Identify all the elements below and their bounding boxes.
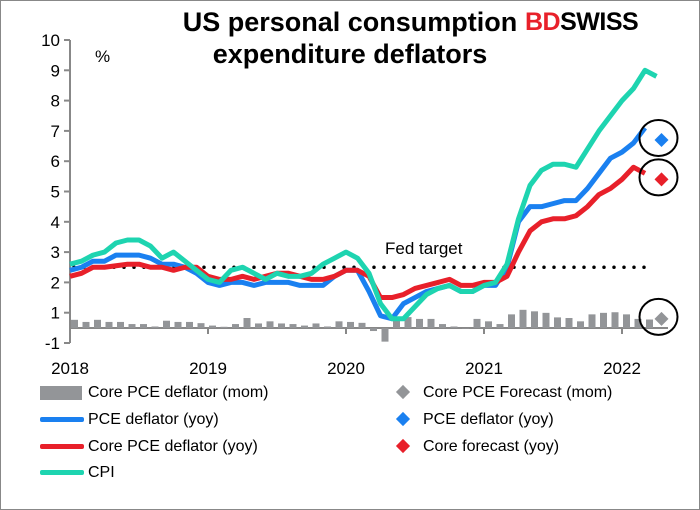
bar-core-pce-mom bbox=[335, 321, 343, 328]
bar-core-pce-mom bbox=[82, 321, 90, 328]
y-tick-label: 4 bbox=[51, 213, 60, 232]
bar-core-pce-mom bbox=[312, 323, 320, 328]
bar-core-pce-mom bbox=[71, 319, 78, 328]
y-tick-label: 5 bbox=[51, 183, 60, 202]
bar-core-pce-mom bbox=[588, 314, 596, 328]
bar-core-pce-mom bbox=[140, 324, 147, 328]
y-tick-label: 8 bbox=[51, 92, 60, 111]
forecast-core-yoy-marker bbox=[654, 172, 669, 187]
legend-line-swatch bbox=[40, 444, 84, 449]
bar-core-pce-mom bbox=[473, 318, 481, 328]
x-tick-label: 2021 bbox=[465, 359, 503, 378]
bar-core-pce-mom bbox=[531, 311, 538, 328]
chart-title: US personal consumption expenditure defl… bbox=[140, 6, 560, 70]
bar-core-pce-mom bbox=[634, 318, 642, 328]
bar-core-pce-mom bbox=[462, 328, 469, 329]
bar-core-pce-mom bbox=[117, 321, 124, 328]
y-tick-label: 6 bbox=[51, 152, 60, 171]
highlight-ellipse bbox=[638, 158, 679, 197]
bar-core-pce-mom bbox=[94, 319, 101, 328]
line-core-pce-yoy bbox=[69, 164, 647, 301]
x-tick-label: 2018 bbox=[51, 359, 89, 378]
line-pce-yoy bbox=[69, 126, 647, 322]
bar-core-pce-mom bbox=[496, 324, 504, 328]
legend-label: Core forecast (yoy) bbox=[423, 438, 560, 455]
bar-core-pce-mom bbox=[416, 318, 423, 328]
y-tick-label: 3 bbox=[51, 243, 60, 262]
bar-core-pce-mom bbox=[255, 323, 262, 328]
bar-core-pce-mom bbox=[105, 321, 113, 328]
bar-core-pce-mom bbox=[427, 318, 435, 328]
title-line-1: US personal consumption bbox=[182, 7, 518, 37]
bar-core-pce-mom bbox=[485, 321, 492, 328]
bar-core-pce-mom bbox=[611, 312, 619, 328]
legend-label: Core PCE deflator (yoy) bbox=[88, 438, 258, 455]
legend-label: CPI bbox=[88, 464, 115, 481]
line-cpi bbox=[69, 67, 658, 322]
bar-core-pce-mom bbox=[186, 321, 193, 328]
bar-core-pce-mom bbox=[151, 326, 159, 328]
highlight-ellipse bbox=[638, 118, 679, 157]
x-tick-label: 2022 bbox=[603, 359, 641, 378]
legend-label: PCE deflator (yoy) bbox=[88, 411, 219, 428]
bar-core-pce-mom bbox=[393, 320, 400, 328]
bar-core-pce-mom bbox=[209, 325, 216, 328]
bar-core-pce-mom bbox=[347, 321, 354, 328]
logo-bd: BD bbox=[525, 8, 561, 36]
x-tick-label: 2020 bbox=[327, 359, 365, 378]
bar-core-pce-mom bbox=[266, 321, 274, 328]
bar-core-pce-mom bbox=[174, 321, 182, 328]
forecast-core-pce-mom-marker bbox=[654, 311, 669, 326]
y-tick-label: 1 bbox=[51, 304, 60, 323]
bdswiss-logo: BDSWISS bbox=[525, 8, 639, 37]
bar-core-pce-mom bbox=[278, 323, 285, 328]
bar-core-pce-mom bbox=[542, 312, 550, 328]
bar-core-pce-mom bbox=[439, 324, 446, 328]
forecast-pce-yoy-marker bbox=[654, 132, 669, 147]
legend-line-swatch bbox=[40, 470, 84, 475]
bar-core-pce-mom bbox=[370, 328, 377, 332]
y-tick-label: 2 bbox=[51, 273, 60, 292]
bar-core-pce-mom bbox=[381, 328, 389, 342]
bar-core-pce-mom bbox=[163, 320, 170, 328]
legend-line-swatch bbox=[40, 417, 84, 422]
bar-core-pce-mom bbox=[324, 326, 331, 328]
bar-core-pce-mom bbox=[220, 326, 228, 328]
bar-core-pce-mom bbox=[450, 326, 458, 328]
bar-core-pce-mom bbox=[508, 314, 515, 328]
bar-core-pce-mom bbox=[197, 323, 205, 328]
bar-core-pce-mom bbox=[289, 324, 297, 328]
bar-core-pce-mom bbox=[128, 324, 136, 328]
logo-swiss: SWISS bbox=[560, 8, 639, 36]
title-line-2: expenditure deflators bbox=[212, 39, 488, 69]
bar-core-pce-mom bbox=[646, 319, 653, 328]
y-tick-label: -1 bbox=[45, 334, 60, 353]
legend-bar-swatch bbox=[40, 386, 82, 400]
bar-core-pce-mom bbox=[358, 322, 366, 328]
legend-label: Core PCE deflator (mom) bbox=[88, 384, 269, 401]
bar-core-pce-mom bbox=[565, 318, 573, 328]
y-tick-label: 9 bbox=[51, 61, 60, 80]
y-tick-label: 7 bbox=[51, 122, 60, 141]
y-axis-unit-label: % bbox=[95, 47, 110, 66]
legend-label: Core PCE Forecast (mom) bbox=[423, 384, 613, 401]
y-tick-label: 10 bbox=[41, 31, 60, 50]
bar-core-pce-mom bbox=[243, 318, 251, 328]
bar-core-pce-mom bbox=[554, 317, 561, 328]
bar-core-pce-mom bbox=[519, 309, 527, 328]
fed-target-label: Fed target bbox=[385, 239, 463, 258]
bar-core-pce-mom bbox=[232, 324, 239, 328]
x-tick-label: 2019 bbox=[189, 359, 227, 378]
bar-core-pce-mom bbox=[404, 317, 412, 328]
bar-core-pce-mom bbox=[301, 325, 308, 328]
bar-core-pce-mom bbox=[623, 314, 630, 328]
bar-core-pce-mom bbox=[600, 312, 607, 328]
legend-label: PCE deflator (yoy) bbox=[423, 411, 554, 428]
highlight-ellipse bbox=[638, 297, 679, 336]
bar-core-pce-mom bbox=[577, 321, 584, 328]
